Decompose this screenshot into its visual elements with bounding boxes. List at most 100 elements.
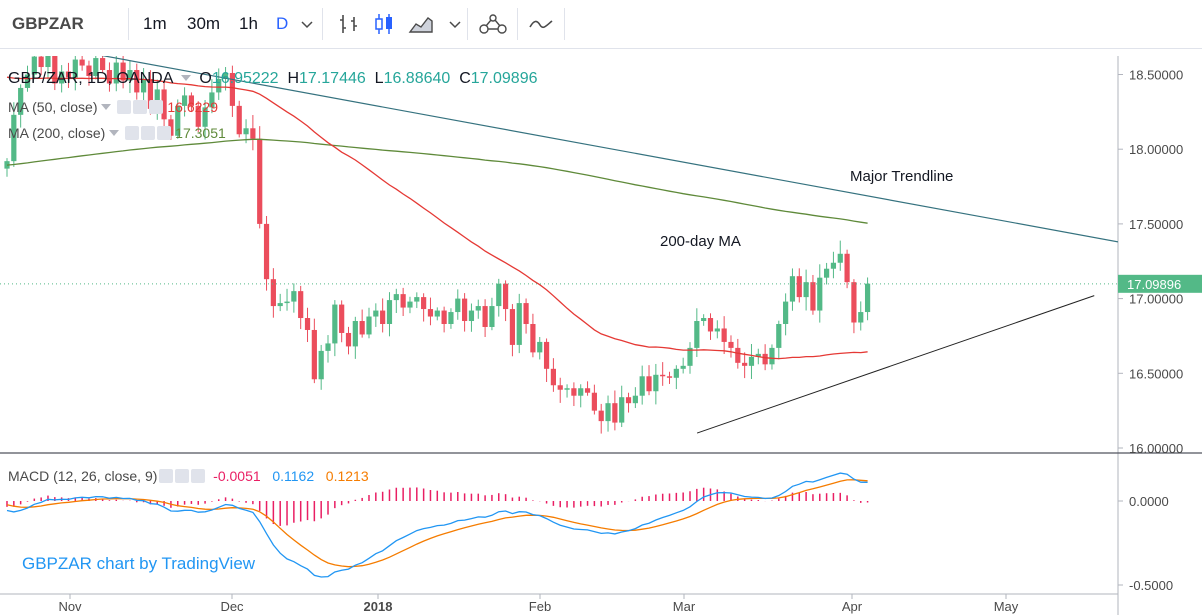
candle-body	[803, 282, 809, 298]
candle-body	[824, 268, 830, 278]
candle-body	[386, 300, 393, 324]
candle-body	[18, 87, 24, 115]
candle-body	[687, 347, 693, 366]
candle-body	[714, 328, 720, 332]
chevron-down-icon[interactable]	[446, 12, 464, 36]
close-icon[interactable]	[157, 126, 172, 140]
candle-body	[100, 58, 106, 71]
legend-eye-icon[interactable]	[180, 75, 191, 81]
price-tick-label: 17.00000	[1129, 292, 1183, 307]
candle-body	[502, 283, 509, 310]
candle-body	[427, 309, 434, 317]
candle-body	[24, 74, 31, 88]
ma200-value: 17.3051	[175, 125, 226, 141]
chart-canvas[interactable]: 18.50000 18.00000 17.50000 17.00000 16.50000…	[0, 48, 1202, 615]
candle-body	[646, 376, 652, 392]
candle-body	[31, 56, 37, 75]
candle-body	[263, 223, 270, 280]
candle-body	[694, 321, 700, 348]
candle-body	[557, 385, 563, 390]
candle-body	[666, 376, 673, 378]
time-tick-label: Dec	[220, 599, 244, 614]
candle-body	[311, 329, 317, 380]
price-tick-label: 18.00000	[1129, 142, 1183, 157]
candle-body	[830, 262, 837, 269]
symbol-label[interactable]: GBPZAR	[12, 14, 84, 33]
candle-body	[639, 376, 645, 396]
candle-body	[195, 105, 201, 127]
toolbar: GBPZAR 1m 30m 1h D	[0, 0, 1202, 49]
gear-icon[interactable]	[133, 100, 148, 114]
candle-body	[598, 410, 604, 422]
interval-d[interactable]: D	[276, 14, 289, 33]
ma50-value: 16.6229	[167, 99, 218, 115]
candle-body	[810, 282, 816, 311]
gear-icon[interactable]	[141, 126, 156, 140]
candle-body	[769, 347, 775, 365]
candle-body	[175, 105, 181, 136]
interval-1m[interactable]: 1m	[143, 14, 167, 33]
interval-30m[interactable]: 30m	[187, 14, 221, 33]
toolbar-divider	[322, 8, 323, 40]
indicators-icon[interactable]	[478, 12, 508, 36]
candle-body	[721, 328, 727, 342]
bar-chart-icon[interactable]	[336, 12, 362, 36]
macd-pane	[6, 472, 869, 578]
price-tick-label: 16.00000	[1129, 441, 1183, 456]
chevron-down-icon[interactable]	[101, 104, 112, 110]
eye-icon[interactable]	[125, 126, 140, 140]
candle-body	[352, 321, 358, 347]
candle-body	[284, 301, 290, 304]
candle-body	[660, 374, 666, 377]
candle-body	[339, 304, 345, 333]
candles-icon[interactable]	[371, 12, 397, 36]
candle-body	[543, 341, 550, 369]
candle-body	[537, 341, 543, 353]
close-icon[interactable]	[149, 100, 164, 114]
compare-icon[interactable]	[528, 12, 554, 36]
time-tick-label: Apr	[842, 599, 863, 614]
candle-body	[673, 368, 679, 378]
candle-body	[407, 301, 413, 308]
candle-body	[783, 301, 789, 324]
chevron-down-icon[interactable]	[298, 12, 316, 36]
candle-body	[578, 388, 584, 396]
macd-signal-line	[6, 479, 868, 568]
candle-body	[318, 350, 324, 380]
candle-body	[796, 276, 802, 298]
candle-body	[250, 128, 256, 139]
candle-body	[509, 309, 516, 345]
candle-body	[141, 78, 147, 93]
macd-line	[6, 472, 868, 578]
candle-body	[516, 303, 522, 345]
candle-body	[475, 306, 481, 311]
candle-body	[400, 294, 406, 308]
gear-icon[interactable]	[175, 469, 190, 483]
candle-body	[448, 312, 454, 324]
candle-body	[188, 95, 195, 106]
eye-icon[interactable]	[159, 469, 174, 483]
area-chart-icon[interactable]	[408, 12, 434, 36]
watermark: GBPZAR chart by TradingView	[22, 554, 256, 573]
candle-body	[134, 70, 140, 93]
candle-body	[120, 62, 126, 81]
legend-ma50: MA (50, close) 16.6229	[8, 99, 218, 115]
candle-body	[489, 306, 495, 327]
interval-1h[interactable]: 1h	[239, 14, 258, 33]
time-tick-label: Nov	[58, 599, 82, 614]
candle-body	[530, 323, 536, 353]
candle-body	[462, 298, 468, 322]
candle-body	[789, 276, 796, 302]
ma50-line	[6, 76, 868, 360]
macd-label: MACD (12, 26, close, 9)	[8, 468, 158, 484]
candle-body	[38, 56, 44, 68]
candle-body	[161, 89, 167, 120]
candle-body	[632, 395, 638, 404]
close-icon[interactable]	[191, 469, 206, 483]
candle-body	[707, 318, 714, 332]
toolbar-divider	[564, 8, 565, 40]
candle-body	[701, 318, 707, 322]
candle-body	[851, 282, 857, 323]
chevron-down-icon[interactable]	[109, 130, 120, 136]
eye-icon[interactable]	[117, 100, 132, 114]
